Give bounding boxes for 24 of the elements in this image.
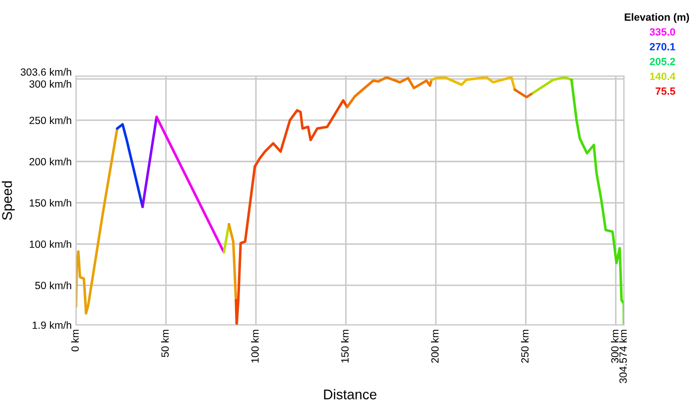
x-tick-label: 0 km xyxy=(71,330,79,352)
y-axis-title: Speed xyxy=(2,181,15,220)
y-tick-label: 100 km/h xyxy=(30,240,72,248)
x-tick-label: 150 km xyxy=(341,330,349,363)
y-tick-label: 300 km/h xyxy=(29,80,72,88)
x-tick-label: 250 km xyxy=(520,330,529,363)
y-tick-label: 50 km/h xyxy=(35,282,72,290)
text: 335.0 xyxy=(650,28,676,36)
x-tick-label: 200 km xyxy=(430,330,439,363)
x-axis-title: Distance xyxy=(324,389,376,400)
y-tick-label: 303.6 km/h xyxy=(20,68,72,76)
x-tick-label: 50 km xyxy=(161,330,169,358)
x-tick-label: 300 km xyxy=(610,330,619,363)
legend-title: Elevation (m) xyxy=(624,13,689,23)
text: 140.4 xyxy=(650,72,676,80)
text: 270.1 xyxy=(650,43,676,50)
y-tick-label: 150 km/h xyxy=(30,198,72,207)
y-tick-label: 1.9 km/h xyxy=(32,321,72,329)
x-tick-label: 304.574 km xyxy=(619,330,627,384)
y-tick-label: 200 km/h xyxy=(30,158,72,166)
x-tick-label: 100 km xyxy=(251,330,259,363)
text: 205.2 xyxy=(650,58,676,66)
text: 75.5 xyxy=(656,88,676,95)
y-tick-label: 250 km/h xyxy=(30,116,72,124)
